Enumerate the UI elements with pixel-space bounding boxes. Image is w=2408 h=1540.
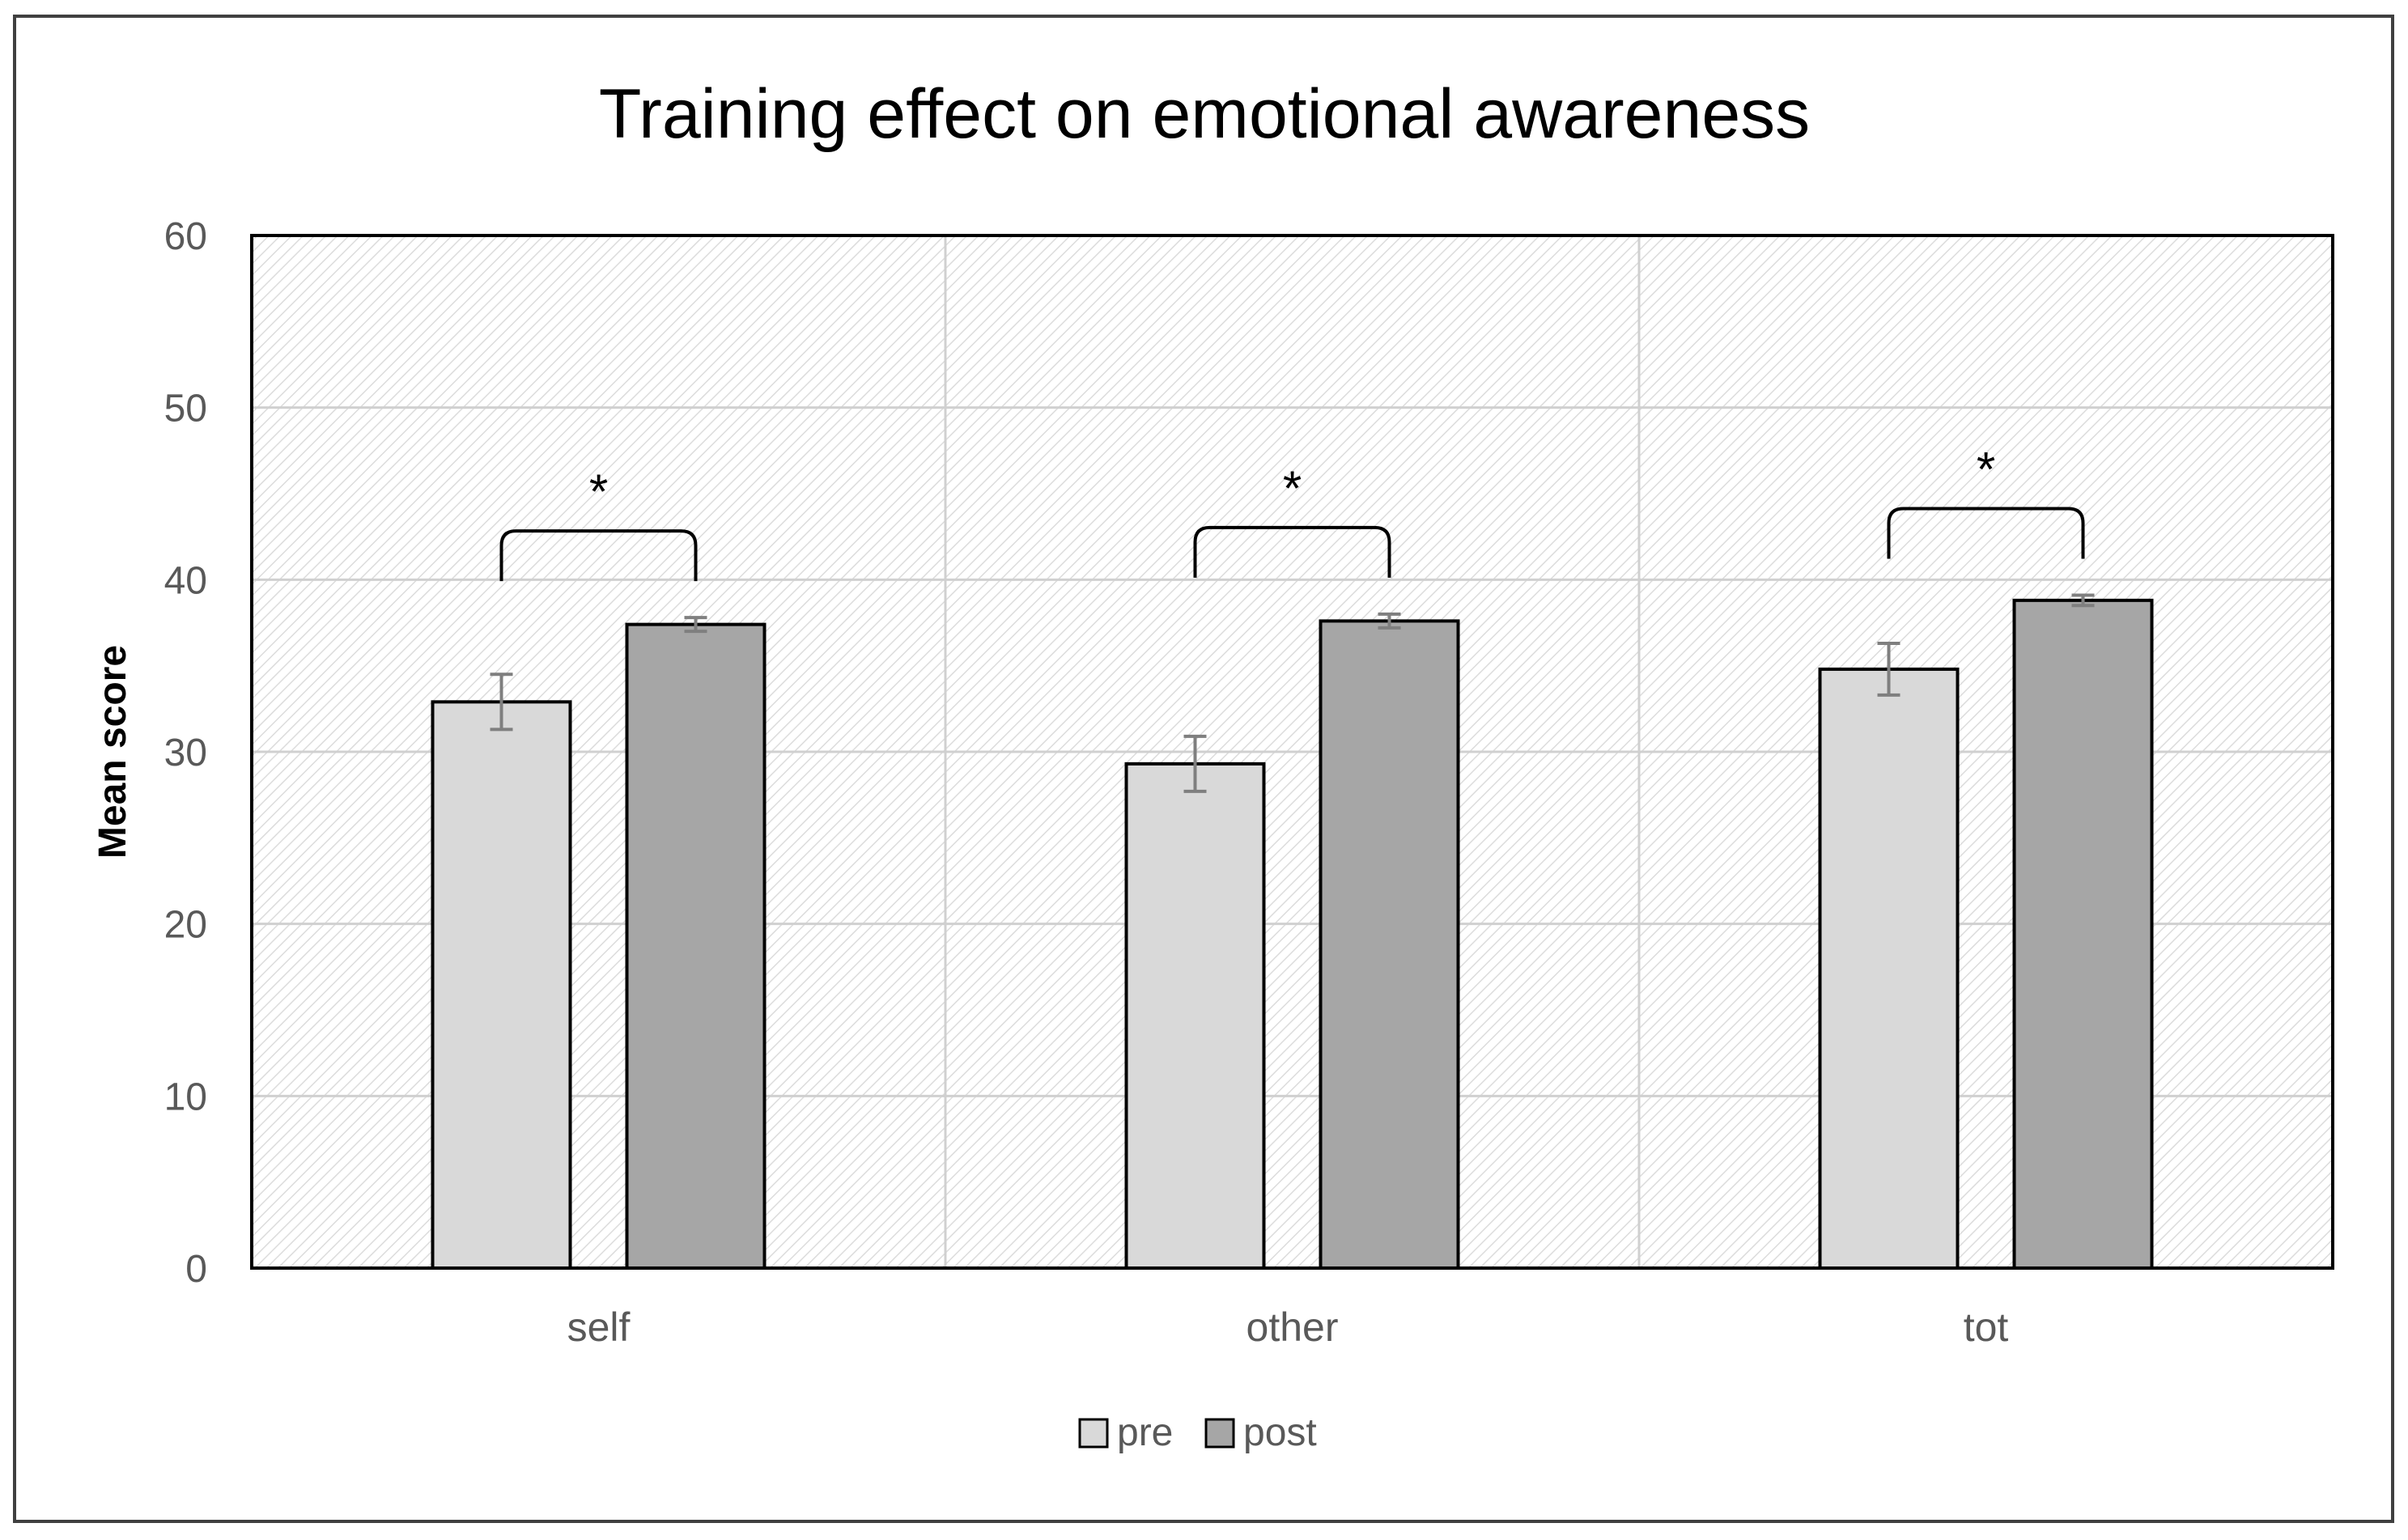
error-bar-pre-self bbox=[490, 672, 513, 732]
y-tick-label: 50 bbox=[164, 388, 207, 431]
significance-marker-other: * bbox=[1283, 461, 1302, 515]
bar-post-tot bbox=[2012, 598, 2154, 1270]
legend-label-post: post bbox=[1243, 1411, 1317, 1454]
y-axis-label: Mean score bbox=[91, 645, 134, 859]
bar-post-other bbox=[1319, 619, 1460, 1270]
chart-title: Training effect on emotional awareness bbox=[599, 75, 1810, 153]
error-bar-post-other bbox=[1378, 612, 1401, 630]
legend: pre post bbox=[1078, 1411, 1317, 1454]
significance-bracket-other bbox=[1193, 525, 1391, 578]
y-tick-label: 20 bbox=[164, 904, 207, 947]
error-bar-post-tot bbox=[2071, 593, 2095, 608]
x-axis-ticks: self other tot bbox=[567, 1305, 2009, 1350]
x-tick-label-other: other bbox=[1246, 1305, 1339, 1350]
legend-swatch-pre bbox=[1078, 1418, 1109, 1449]
bar-post-self bbox=[625, 622, 767, 1270]
error-bars bbox=[490, 593, 2095, 793]
bars bbox=[431, 598, 2154, 1270]
legend-item-post: post bbox=[1204, 1411, 1317, 1454]
bar-pre-other bbox=[1124, 762, 1266, 1270]
plot-border bbox=[250, 234, 2334, 1270]
legend-label-pre: pre bbox=[1117, 1411, 1173, 1454]
error-bar-post-self bbox=[684, 616, 707, 634]
significance-marker-tot: * bbox=[1977, 442, 1995, 496]
y-tick-label: 40 bbox=[164, 559, 207, 602]
significance-marker-self: * bbox=[589, 465, 608, 519]
legend-swatch-post bbox=[1204, 1418, 1235, 1449]
error-bar-pre-other bbox=[1183, 734, 1207, 793]
error-bar-pre-tot bbox=[1877, 642, 1900, 697]
legend-item-pre: pre bbox=[1078, 1411, 1173, 1454]
x-tick-label-self: self bbox=[567, 1305, 631, 1350]
significance-bracket-self bbox=[499, 529, 698, 582]
significance-brackets: * * * bbox=[499, 442, 2085, 582]
bar-pre-tot bbox=[1818, 667, 1960, 1270]
bar-pre-self bbox=[431, 700, 572, 1270]
y-tick-label: 10 bbox=[164, 1075, 207, 1118]
y-tick-label: 60 bbox=[164, 215, 207, 258]
y-tick-label: 30 bbox=[164, 732, 207, 774]
y-tick-label: 0 bbox=[185, 1248, 207, 1291]
x-tick-label-tot: tot bbox=[1964, 1305, 2009, 1350]
significance-bracket-tot bbox=[1887, 507, 2085, 559]
y-axis-ticks: 0 10 20 30 40 50 60 bbox=[164, 215, 207, 1291]
